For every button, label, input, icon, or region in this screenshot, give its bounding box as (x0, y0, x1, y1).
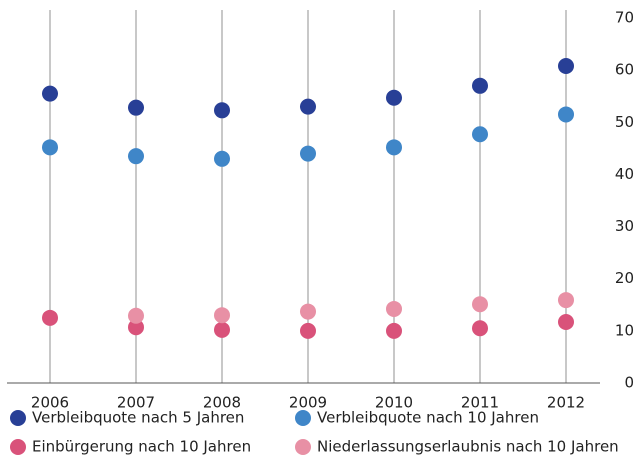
dot (128, 99, 144, 116)
dot (558, 292, 574, 309)
legend-label: Niederlassungserlaubnis nach 10 Jahren (317, 438, 619, 456)
dot (214, 150, 230, 167)
dot (386, 89, 402, 106)
dot (300, 145, 316, 162)
x-tick-label: 2011 (461, 394, 499, 412)
dot (472, 77, 488, 94)
x-tick-label: 2007 (117, 394, 155, 412)
legend-label: Verbleibquote nach 10 Jahren (317, 409, 539, 427)
dot (42, 139, 58, 156)
dot (386, 322, 402, 339)
dot (42, 309, 58, 326)
dot (214, 102, 230, 119)
y-tick-label: 30 (615, 217, 634, 235)
dot (386, 139, 402, 156)
x-tick-label: 2009 (289, 394, 327, 412)
dot (558, 57, 574, 74)
dot (214, 307, 230, 324)
dot (472, 296, 488, 313)
dot (42, 85, 58, 102)
dot (558, 106, 574, 123)
x-tick-label: 2012 (547, 394, 585, 412)
dot (214, 321, 230, 338)
dot (300, 303, 316, 320)
x-tick-label: 2008 (203, 394, 241, 412)
dot (386, 300, 402, 317)
dot (300, 322, 316, 339)
y-tick-label: 50 (615, 113, 634, 131)
legend-swatch (295, 439, 311, 455)
y-tick-label: 40 (615, 165, 634, 183)
y-tick-label: 0 (624, 374, 634, 392)
dot (472, 320, 488, 337)
y-tick-label: 60 (615, 61, 634, 79)
y-tick-label: 70 (615, 9, 634, 27)
dot (472, 126, 488, 143)
legend-label: Verbleibquote nach 5 Jahren (32, 409, 244, 427)
legend-swatch (295, 410, 311, 426)
y-tick-label: 20 (615, 269, 634, 287)
dot (128, 148, 144, 165)
x-tick-label: 2006 (31, 394, 69, 412)
dot (558, 313, 574, 330)
dot (300, 98, 316, 115)
dot (128, 307, 144, 324)
legend-label: Einbürgerung nach 10 Jahren (32, 438, 251, 456)
y-tick-label: 10 (615, 321, 634, 339)
x-tick-label: 2010 (375, 394, 413, 412)
legend-swatch (10, 410, 26, 426)
legend-swatch (10, 439, 26, 455)
dot (128, 319, 144, 336)
